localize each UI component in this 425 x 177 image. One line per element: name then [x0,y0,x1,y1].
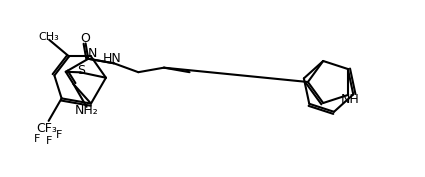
Text: NH₂: NH₂ [75,104,99,117]
Text: HN: HN [102,52,121,65]
Text: F: F [55,130,62,140]
Text: CF₃: CF₃ [36,122,57,135]
Text: NH: NH [340,93,359,107]
Text: F: F [34,134,40,144]
Text: N: N [87,47,96,60]
Text: F: F [45,136,52,146]
Text: S: S [77,64,85,77]
Text: CH₃: CH₃ [39,32,60,42]
Text: O: O [81,32,91,45]
